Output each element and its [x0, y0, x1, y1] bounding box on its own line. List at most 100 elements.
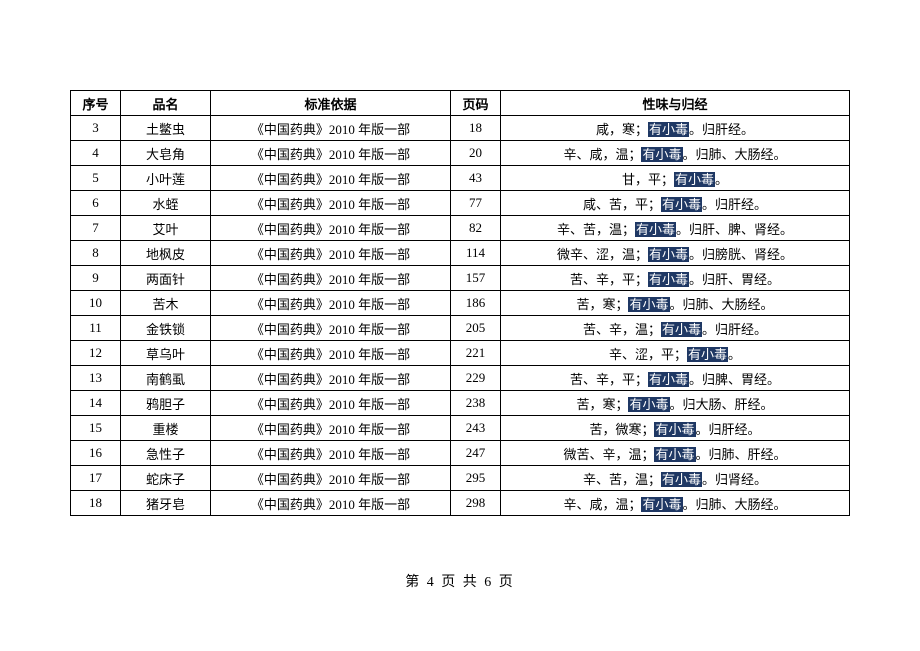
- cell-seq: 5: [71, 166, 121, 191]
- cell-name: 大皂角: [121, 141, 211, 166]
- cell-page: 20: [451, 141, 501, 166]
- cell-desc: 微辛、涩，温；有小毒。归膀胱、肾经。: [501, 241, 850, 266]
- cell-name: 两面针: [121, 266, 211, 291]
- cell-desc: 辛、咸，温；有小毒。归肺、大肠经。: [501, 141, 850, 166]
- cell-name: 苦木: [121, 291, 211, 316]
- cell-desc: 辛、苦，温；有小毒。归肾经。: [501, 466, 850, 491]
- cell-page: 82: [451, 216, 501, 241]
- cell-desc: 咸，寒；有小毒。归肝经。: [501, 116, 850, 141]
- cell-desc: 甘，平；有小毒。: [501, 166, 850, 191]
- cell-name: 水蛭: [121, 191, 211, 216]
- cell-desc: 微苦、辛，温；有小毒。归肺、肝经。: [501, 441, 850, 466]
- cell-basis: 《中国药典》2010 年版一部: [211, 166, 451, 191]
- cell-basis: 《中国药典》2010 年版一部: [211, 116, 451, 141]
- cell-page: 77: [451, 191, 501, 216]
- highlight-toxic: 有小毒: [648, 122, 689, 137]
- highlight-toxic: 有小毒: [628, 297, 669, 312]
- cell-name: 艾叶: [121, 216, 211, 241]
- medicine-table: 序号 品名 标准依据 页码 性味与归经 3土鳖虫《中国药典》2010 年版一部1…: [70, 90, 850, 516]
- cell-page: 221: [451, 341, 501, 366]
- cell-seq: 3: [71, 116, 121, 141]
- table-row: 13南鹤虱《中国药典》2010 年版一部229苦、辛，平；有小毒。归脾、胃经。: [71, 366, 850, 391]
- cell-desc: 辛、咸，温；有小毒。归肺、大肠经。: [501, 491, 850, 516]
- cell-desc: 辛、涩，平；有小毒。: [501, 341, 850, 366]
- cell-name: 金铁锁: [121, 316, 211, 341]
- cell-name: 地枫皮: [121, 241, 211, 266]
- cell-seq: 8: [71, 241, 121, 266]
- cell-desc: 辛、苦，温；有小毒。归肝、脾、肾经。: [501, 216, 850, 241]
- cell-basis: 《中国药典》2010 年版一部: [211, 366, 451, 391]
- cell-basis: 《中国药典》2010 年版一部: [211, 466, 451, 491]
- cell-page: 298: [451, 491, 501, 516]
- cell-page: 238: [451, 391, 501, 416]
- table-row: 6水蛭《中国药典》2010 年版一部77咸、苦，平；有小毒。归肝经。: [71, 191, 850, 216]
- table-row: 18猪牙皂《中国药典》2010 年版一部298辛、咸，温；有小毒。归肺、大肠经。: [71, 491, 850, 516]
- cell-page: 247: [451, 441, 501, 466]
- cell-basis: 《中国药典》2010 年版一部: [211, 441, 451, 466]
- cell-desc: 苦，寒；有小毒。归大肠、肝经。: [501, 391, 850, 416]
- highlight-toxic: 有小毒: [674, 172, 715, 187]
- cell-page: 186: [451, 291, 501, 316]
- cell-basis: 《中国药典》2010 年版一部: [211, 416, 451, 441]
- header-desc: 性味与归经: [501, 91, 850, 116]
- cell-basis: 《中国药典》2010 年版一部: [211, 291, 451, 316]
- highlight-toxic: 有小毒: [641, 147, 682, 162]
- cell-page: 157: [451, 266, 501, 291]
- cell-seq: 11: [71, 316, 121, 341]
- header-basis: 标准依据: [211, 91, 451, 116]
- cell-name: 土鳖虫: [121, 116, 211, 141]
- header-seq: 序号: [71, 91, 121, 116]
- highlight-toxic: 有小毒: [648, 372, 689, 387]
- cell-name: 重楼: [121, 416, 211, 441]
- cell-page: 43: [451, 166, 501, 191]
- cell-name: 急性子: [121, 441, 211, 466]
- cell-page: 295: [451, 466, 501, 491]
- cell-seq: 16: [71, 441, 121, 466]
- highlight-toxic: 有小毒: [661, 197, 702, 212]
- cell-basis: 《中国药典》2010 年版一部: [211, 391, 451, 416]
- table-row: 12草乌叶《中国药典》2010 年版一部221辛、涩，平；有小毒。: [71, 341, 850, 366]
- cell-seq: 17: [71, 466, 121, 491]
- cell-seq: 10: [71, 291, 121, 316]
- highlight-toxic: 有小毒: [628, 397, 669, 412]
- highlight-toxic: 有小毒: [654, 422, 695, 437]
- table-row: 10苦木《中国药典》2010 年版一部186苦，寒；有小毒。归肺、大肠经。: [71, 291, 850, 316]
- cell-page: 205: [451, 316, 501, 341]
- cell-desc: 苦、辛，平；有小毒。归肝、胃经。: [501, 266, 850, 291]
- highlight-toxic: 有小毒: [648, 272, 689, 287]
- cell-seq: 12: [71, 341, 121, 366]
- table-row: 3土鳖虫《中国药典》2010 年版一部18咸，寒；有小毒。归肝经。: [71, 116, 850, 141]
- header-page: 页码: [451, 91, 501, 116]
- highlight-toxic: 有小毒: [661, 322, 702, 337]
- cell-basis: 《中国药典》2010 年版一部: [211, 266, 451, 291]
- header-name: 品名: [121, 91, 211, 116]
- table-body: 3土鳖虫《中国药典》2010 年版一部18咸，寒；有小毒。归肝经。4大皂角《中国…: [71, 116, 850, 516]
- cell-name: 小叶莲: [121, 166, 211, 191]
- cell-basis: 《中国药典》2010 年版一部: [211, 491, 451, 516]
- cell-basis: 《中国药典》2010 年版一部: [211, 141, 451, 166]
- table-row: 14鸦胆子《中国药典》2010 年版一部238苦，寒；有小毒。归大肠、肝经。: [71, 391, 850, 416]
- highlight-toxic: 有小毒: [661, 472, 702, 487]
- cell-seq: 14: [71, 391, 121, 416]
- table-row: 9两面针《中国药典》2010 年版一部157苦、辛，平；有小毒。归肝、胃经。: [71, 266, 850, 291]
- cell-page: 229: [451, 366, 501, 391]
- cell-page: 243: [451, 416, 501, 441]
- page-footer: 第 4 页 共 6 页: [0, 571, 920, 591]
- cell-basis: 《中国药典》2010 年版一部: [211, 216, 451, 241]
- table-row: 8地枫皮《中国药典》2010 年版一部114微辛、涩，温；有小毒。归膀胱、肾经。: [71, 241, 850, 266]
- cell-basis: 《中国药典》2010 年版一部: [211, 316, 451, 341]
- cell-basis: 《中国药典》2010 年版一部: [211, 241, 451, 266]
- table-row: 17蛇床子《中国药典》2010 年版一部295辛、苦，温；有小毒。归肾经。: [71, 466, 850, 491]
- cell-desc: 苦、辛，平；有小毒。归脾、胃经。: [501, 366, 850, 391]
- cell-seq: 6: [71, 191, 121, 216]
- table-header-row: 序号 品名 标准依据 页码 性味与归经: [71, 91, 850, 116]
- highlight-toxic: 有小毒: [654, 447, 695, 462]
- highlight-toxic: 有小毒: [648, 247, 689, 262]
- cell-name: 南鹤虱: [121, 366, 211, 391]
- cell-seq: 18: [71, 491, 121, 516]
- highlight-toxic: 有小毒: [635, 222, 676, 237]
- cell-name: 草乌叶: [121, 341, 211, 366]
- cell-seq: 15: [71, 416, 121, 441]
- table-row: 11金铁锁《中国药典》2010 年版一部205苦、辛，温；有小毒。归肝经。: [71, 316, 850, 341]
- cell-desc: 苦，寒；有小毒。归肺、大肠经。: [501, 291, 850, 316]
